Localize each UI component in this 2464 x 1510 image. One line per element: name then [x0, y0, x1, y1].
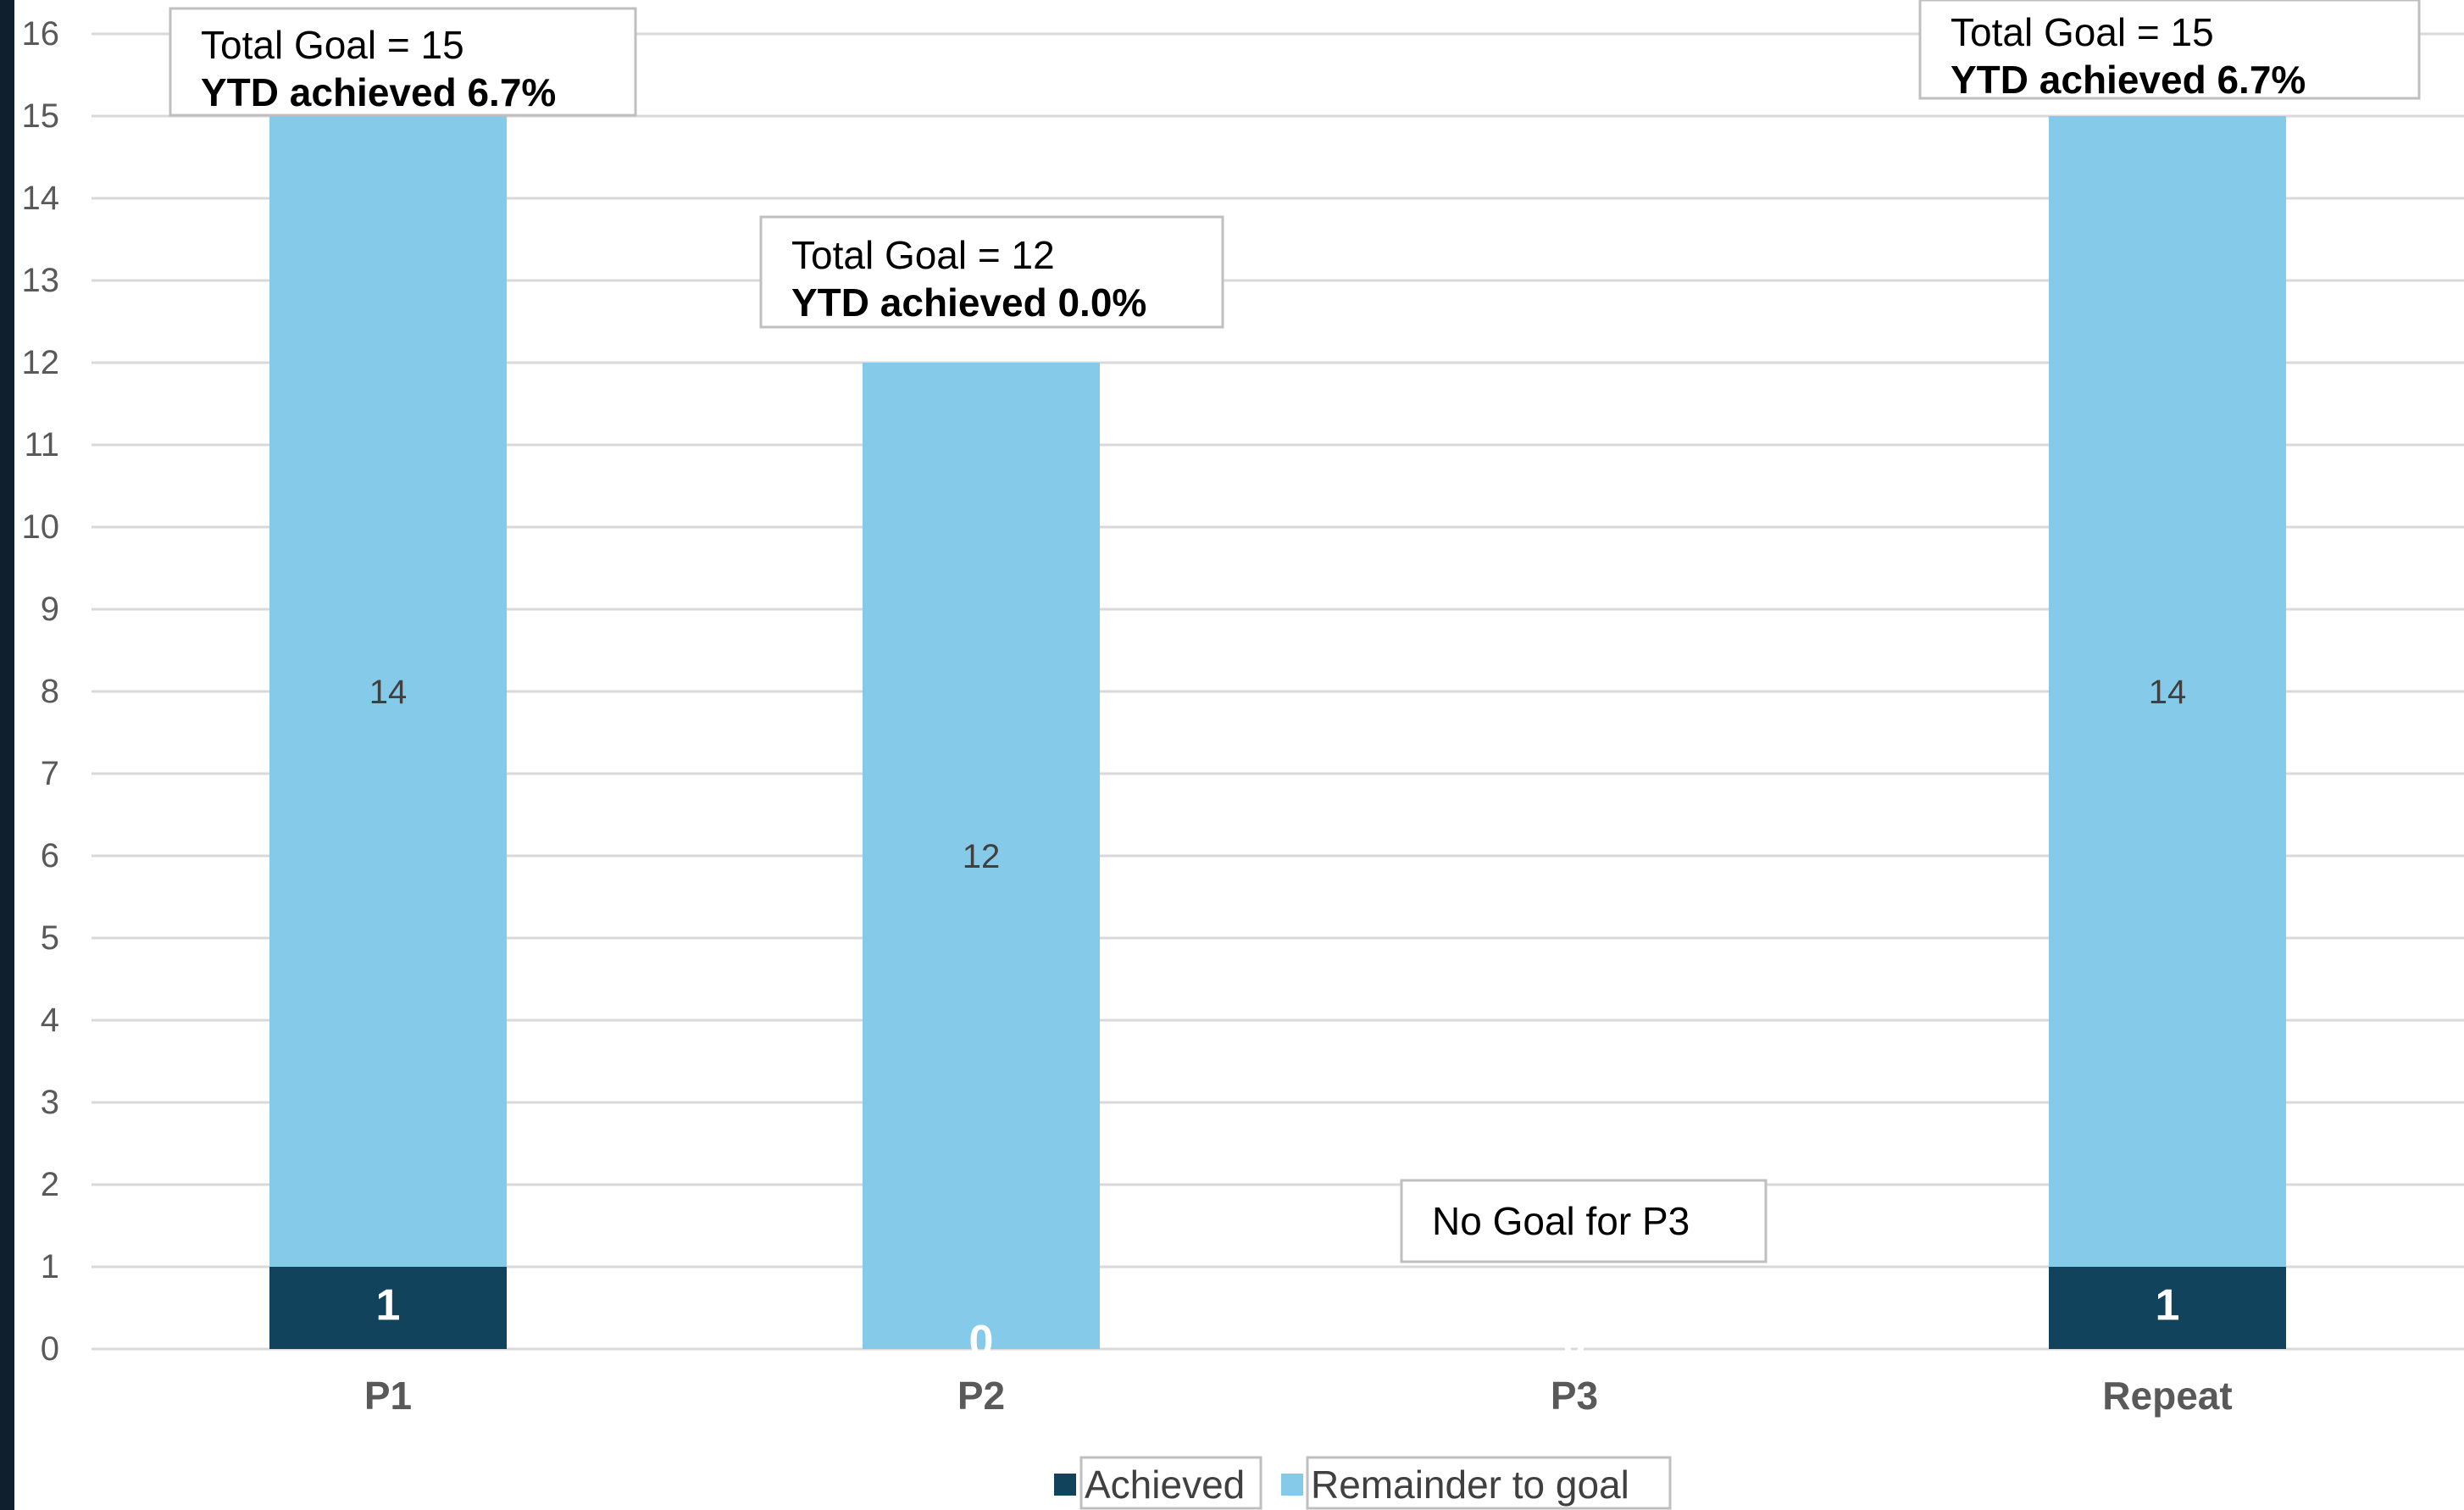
y-tick-label: 2 — [41, 1166, 59, 1203]
y-tick-label: 10 — [22, 508, 60, 546]
bar-repeat-remainder-to-goal — [2049, 116, 2286, 1267]
legend-label: Remainder to goal — [1311, 1463, 1629, 1507]
callout-goal-text: Total Goal = 12 — [791, 233, 1055, 277]
callout-goal-text: Total Goal = 15 — [201, 23, 464, 67]
data-label-p1-achieved: 1 — [376, 1281, 401, 1330]
y-tick-label: 5 — [41, 919, 59, 957]
bar-repeat-achieved — [2049, 1267, 2286, 1349]
x-axis-tick-labels: P1 P2 P3 Repeat — [364, 1374, 2233, 1418]
data-label-p1-remainder-to-goal: 14 — [369, 674, 408, 711]
callout-ytd-text: YTD achieved 6.7% — [1951, 58, 2306, 102]
data-label-repeat-remainder-to-goal: 14 — [2149, 674, 2187, 711]
callout-box — [1918, 0, 2421, 100]
data-label-p3-achieved: 0 — [1562, 1317, 1587, 1366]
callout-ytd-text: YTD achieved 6.7% — [201, 70, 556, 114]
y-tick-label: 6 — [41, 837, 59, 874]
legend-swatch — [1054, 1474, 1076, 1496]
legend: Achieved Remainder to goal — [1054, 1456, 1672, 1510]
x-tick-label-p2: P2 — [957, 1374, 1005, 1418]
callout-box — [759, 215, 1224, 329]
x-tick-label-repeat: Repeat — [2102, 1374, 2232, 1418]
data-label-repeat-achieved: 1 — [2156, 1281, 2180, 1330]
y-tick-label: 12 — [22, 344, 60, 381]
y-tick-label: 13 — [22, 262, 60, 299]
callout-box — [1400, 1179, 1768, 1263]
data-label-p2-achieved: 0 — [969, 1317, 994, 1366]
bar-p1-achieved — [269, 1267, 507, 1349]
callout-p3: No Goal for P3 — [1400, 1179, 1768, 1263]
legend-label: Achieved — [1085, 1463, 1245, 1507]
legend-item-remainder-to-goal: Remainder to goal — [1281, 1456, 1672, 1510]
y-tick-label: 11 — [24, 426, 59, 464]
y-tick-label: 7 — [41, 755, 59, 792]
x-tick-label-p3: P3 — [1551, 1374, 1598, 1418]
y-tick-label: 1 — [41, 1248, 59, 1285]
legend-box — [1306, 1456, 1672, 1510]
y-tick-label: 15 — [22, 97, 60, 135]
bar-p1-remainder-to-goal — [269, 116, 507, 1267]
callout-goal-text: Total Goal = 15 — [1951, 10, 2214, 54]
y-tick-label: 9 — [41, 591, 59, 628]
x-tick-label-p1: P1 — [364, 1374, 412, 1418]
y-tick-label: 16 — [22, 15, 60, 53]
bars — [269, 116, 2286, 1349]
y-tick-label: 14 — [22, 180, 60, 217]
legend-swatch — [1281, 1474, 1303, 1496]
legend-box — [1079, 1456, 1263, 1510]
bar-p2-remainder-to-goal — [863, 363, 1100, 1349]
data-labels: 1 14 0 12 0 1 14 — [369, 674, 2187, 1366]
data-label-p2-remainder-to-goal: 12 — [963, 838, 1001, 875]
legend-item-achieved: Achieved — [1054, 1456, 1263, 1510]
y-tick-label: 8 — [41, 673, 59, 710]
left-edge-bar — [0, 0, 14, 1510]
y-tick-label: 0 — [41, 1330, 59, 1368]
y-tick-label: 3 — [41, 1084, 59, 1121]
callout-note-text: No Goal for P3 — [1432, 1199, 1690, 1243]
callout-box — [169, 7, 637, 117]
callout-ytd-text: YTD achieved 0.0% — [791, 280, 1146, 325]
y-tick-label: 4 — [41, 1002, 59, 1039]
